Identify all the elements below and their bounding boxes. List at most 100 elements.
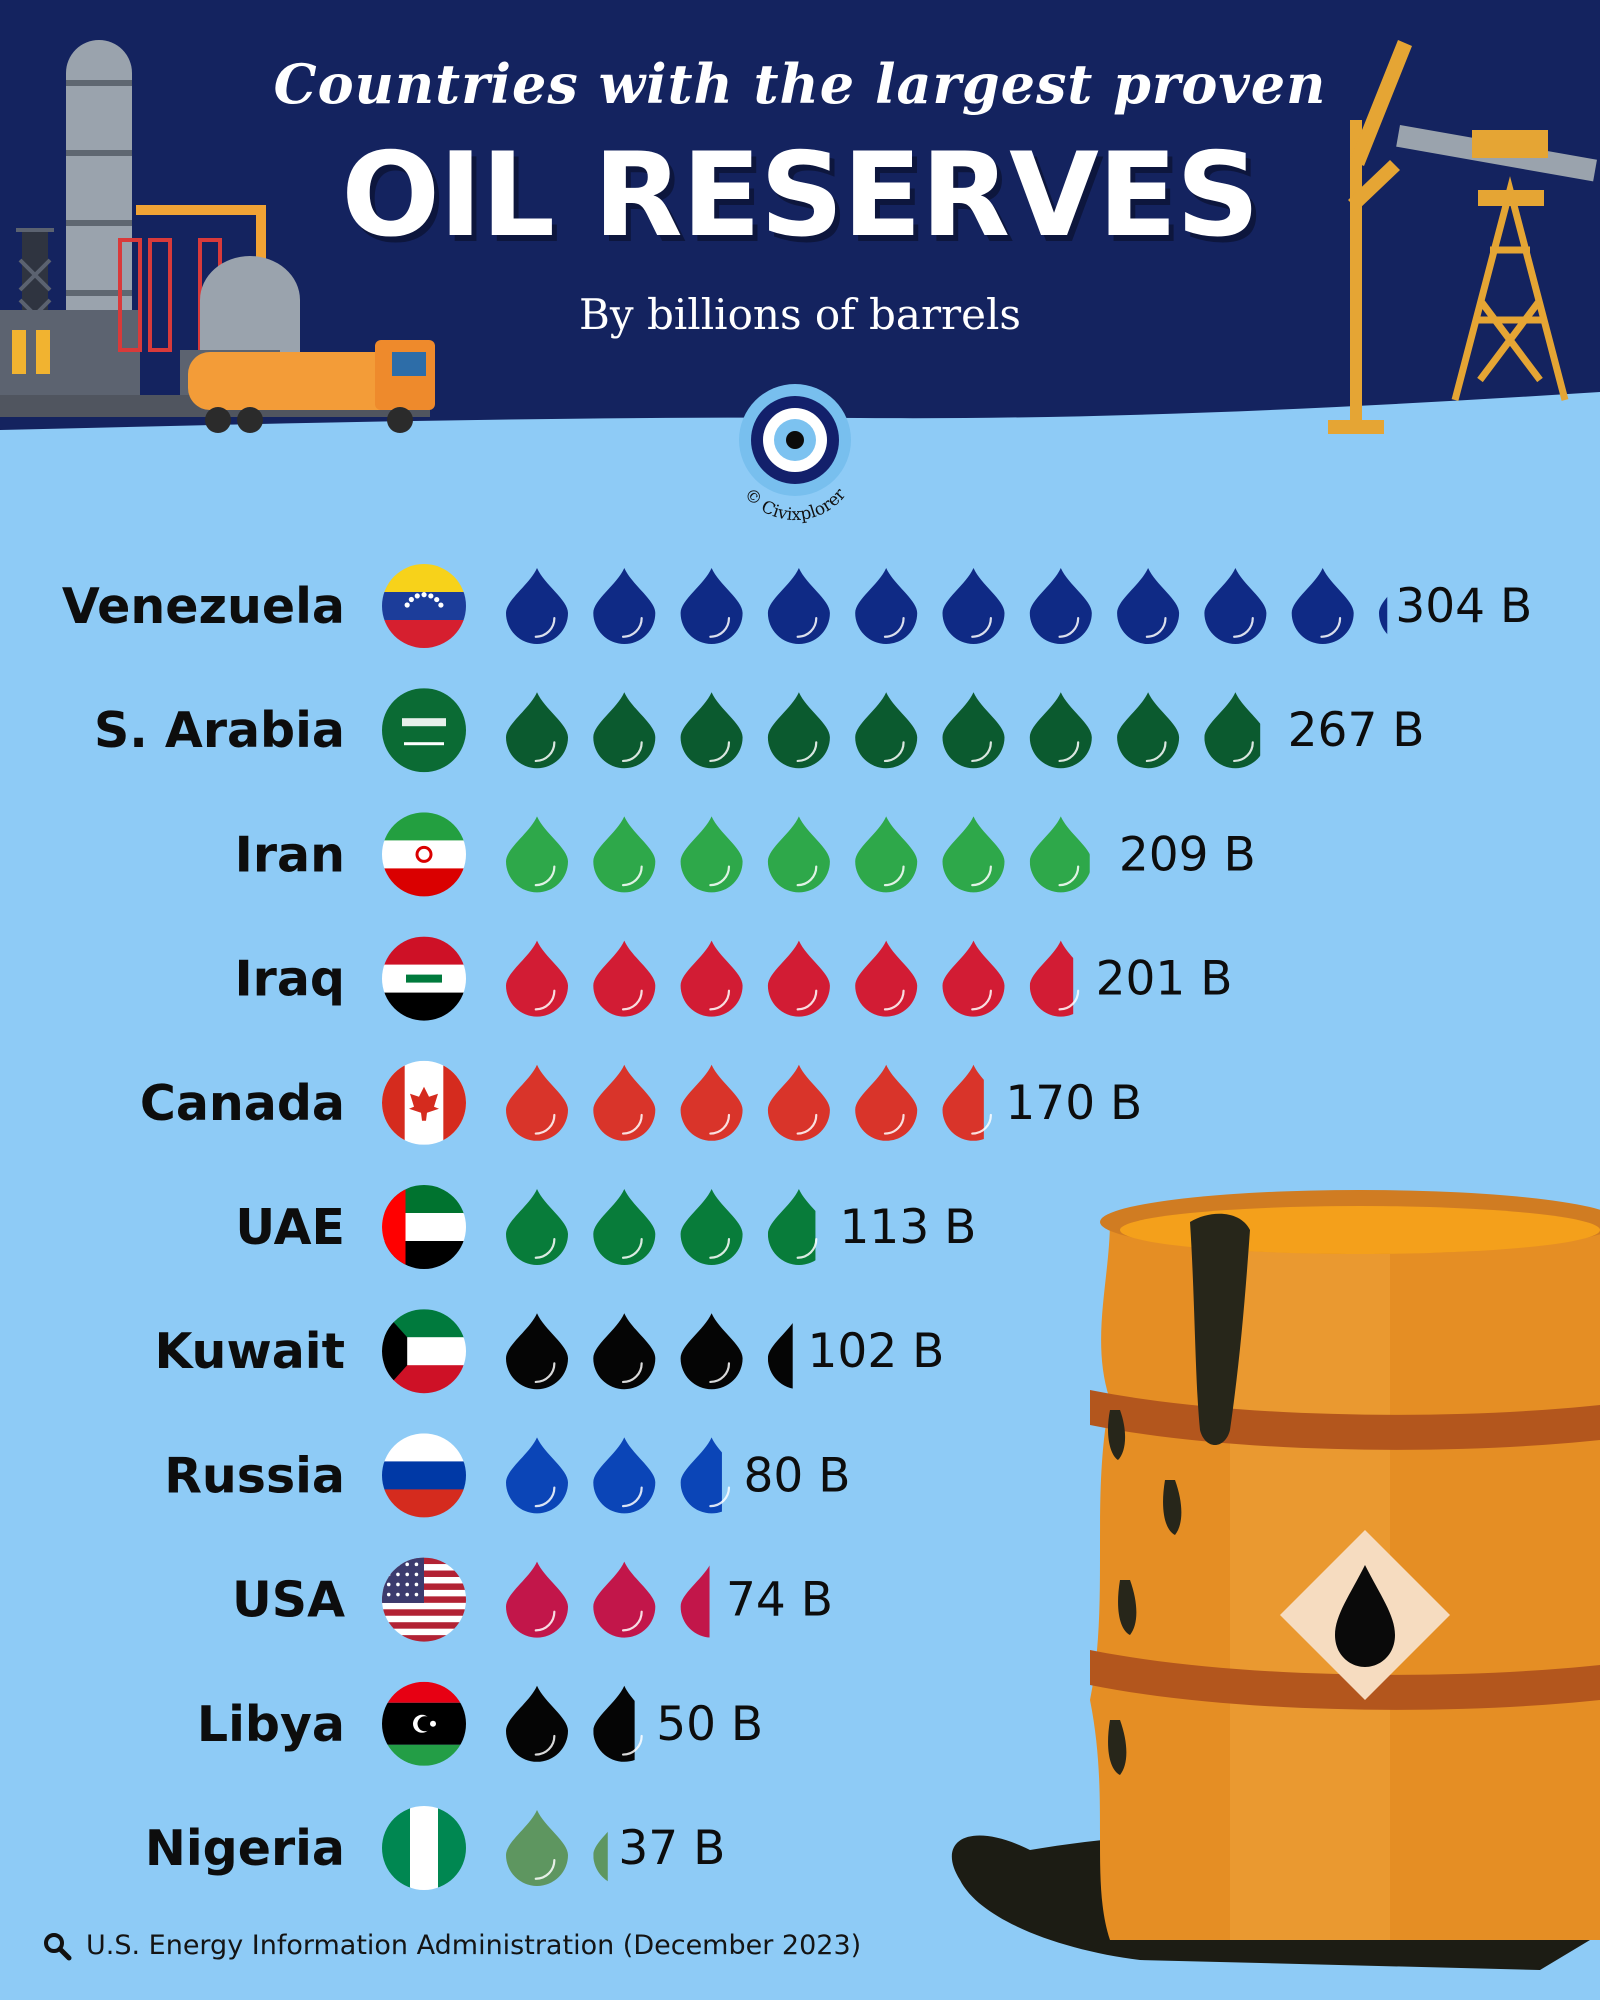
category-label: Nigeria <box>145 1820 345 1877</box>
oil-barrel-illustration <box>951 1190 1600 1970</box>
drop-highlight <box>534 1486 556 1508</box>
value-drop <box>767 568 830 644</box>
value-drop <box>593 940 656 1017</box>
source-text: U.S. Energy Information Administration (… <box>86 1930 862 1961</box>
category-label: S. Arabia <box>94 702 345 759</box>
value-drop <box>855 816 918 893</box>
drop-highlight <box>883 617 905 638</box>
drop-highlight <box>709 989 731 1011</box>
value-drop <box>593 1831 608 1882</box>
drop-highlight <box>621 989 643 1011</box>
value-drop <box>680 1437 722 1514</box>
drop-highlight <box>1145 741 1167 763</box>
kuwait-flag-icon <box>382 1309 466 1394</box>
drop-highlight <box>1233 617 1254 638</box>
drop-highlight <box>971 617 992 638</box>
drop-highlight <box>796 865 818 887</box>
category-label: Russia <box>164 1447 345 1504</box>
refinery-illustration <box>0 40 435 433</box>
drop-highlight <box>621 865 643 887</box>
value-drop <box>1029 692 1092 769</box>
value-label: 304 B <box>1395 579 1532 634</box>
value-drop <box>1204 692 1261 769</box>
chart-row: Russia 80 B <box>164 1433 851 1518</box>
value-label: 209 B <box>1119 827 1256 882</box>
unit-note: By billions of barrels <box>579 290 1021 339</box>
value-drop <box>506 1561 568 1638</box>
value-label: 74 B <box>726 1573 833 1628</box>
drop-highlight <box>534 1113 556 1135</box>
category-label: Venezuela <box>62 578 345 635</box>
value-drop <box>506 692 568 769</box>
usa-flag-icon <box>382 1557 466 1642</box>
drop-highlight <box>534 1238 556 1259</box>
civixplorer-logo: © Civixplorer <box>739 384 851 525</box>
magnifier-icon <box>44 1932 72 1960</box>
value-drop <box>855 568 918 644</box>
value-label: 201 B <box>1096 952 1233 1007</box>
chart-title: OIL RESERVES <box>341 128 1259 263</box>
value-drop <box>1029 568 1092 644</box>
drop-highlight <box>709 617 731 638</box>
value-drop <box>506 940 568 1017</box>
drop-highlight <box>709 741 731 763</box>
saudi-arabia-flag-icon <box>382 688 466 773</box>
value-drop <box>680 692 743 769</box>
drop-highlight <box>1145 617 1167 638</box>
chart-row: Iran 209 B <box>235 812 1256 897</box>
drop-highlight <box>709 1362 731 1384</box>
value-drop <box>1029 816 1090 893</box>
drop-highlight <box>534 989 556 1011</box>
value-label: 50 B <box>656 1697 763 1752</box>
drop-highlight <box>1233 741 1254 763</box>
drop-highlight <box>796 741 818 763</box>
venezuela-flag-icon <box>382 564 466 648</box>
value-label: 113 B <box>840 1200 977 1255</box>
drop-highlight <box>709 1486 731 1508</box>
pumpjack-illustration <box>1328 40 1597 434</box>
value-drop <box>680 940 743 1017</box>
chart-subtitle: Countries with the largest proven <box>273 52 1327 116</box>
value-drop <box>942 692 1005 769</box>
value-drop <box>680 1064 743 1141</box>
uae-flag-icon <box>382 1185 466 1269</box>
value-drop <box>593 1685 635 1762</box>
value-drop <box>506 1810 568 1886</box>
chart-row: USA 74 B <box>232 1557 833 1642</box>
drop-highlight <box>534 1610 556 1632</box>
drop-highlight <box>621 1113 643 1135</box>
value-drop <box>942 1064 984 1141</box>
value-drop <box>1379 596 1388 635</box>
category-label: Iraq <box>234 951 345 1008</box>
chart-row: Nigeria 37 B <box>145 1806 725 1890</box>
chart-row: Iraq 201 B <box>234 936 1233 1021</box>
iraq-flag-icon <box>382 936 466 1021</box>
value-drop <box>855 1064 918 1141</box>
chart-row: Kuwait 102 B <box>154 1309 944 1394</box>
value-label: 267 B <box>1288 703 1425 758</box>
iran-flag-icon <box>382 812 466 897</box>
drop-highlight <box>1320 617 1342 638</box>
drop-highlight <box>621 1238 643 1259</box>
value-drop <box>942 816 1005 893</box>
value-drop <box>767 1323 793 1389</box>
value-drop <box>1117 692 1180 769</box>
category-label: UAE <box>235 1199 345 1256</box>
canada-flag-icon <box>382 1060 466 1145</box>
value-drop <box>680 568 743 644</box>
drop-highlight <box>883 865 905 887</box>
value-drop <box>767 692 830 769</box>
value-drop <box>767 816 830 893</box>
drop-highlight <box>621 617 643 638</box>
value-drop <box>593 568 656 644</box>
drop-highlight <box>1058 617 1080 638</box>
value-drop <box>506 816 568 893</box>
category-label: Libya <box>197 1696 345 1753</box>
value-drop <box>506 1437 568 1514</box>
drop-highlight <box>534 1734 556 1756</box>
value-drop <box>680 1189 743 1265</box>
drop-highlight <box>796 617 818 638</box>
value-drop <box>593 1189 656 1265</box>
value-drop <box>942 940 1005 1017</box>
drop-highlight <box>971 741 992 763</box>
